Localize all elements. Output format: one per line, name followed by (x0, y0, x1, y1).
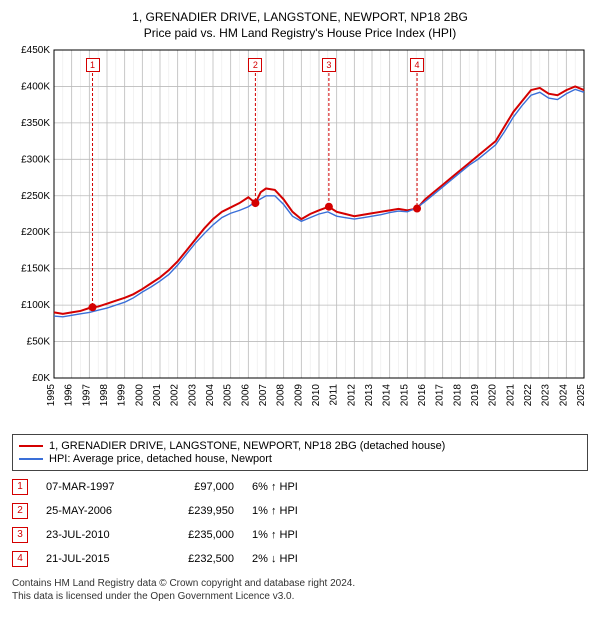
svg-text:2014: 2014 (382, 384, 393, 407)
transaction-date: 25-MAY-2006 (46, 505, 146, 517)
svg-text:2009: 2009 (293, 384, 304, 407)
legend-swatch (19, 445, 43, 447)
svg-text:2023: 2023 (541, 384, 552, 407)
svg-text:2007: 2007 (258, 384, 269, 407)
svg-text:2020: 2020 (488, 384, 499, 407)
transaction-price: £97,000 (164, 481, 234, 493)
transaction-price: £239,950 (164, 505, 234, 517)
title-line-2: Price paid vs. HM Land Registry's House … (8, 26, 592, 40)
transaction-price: £232,500 (164, 553, 234, 565)
legend-swatch (19, 458, 43, 460)
svg-text:1999: 1999 (117, 384, 128, 407)
svg-text:1996: 1996 (64, 384, 75, 407)
svg-text:£50K: £50K (27, 337, 51, 348)
svg-text:£150K: £150K (21, 264, 50, 275)
sale-marker-3: 3 (322, 58, 336, 72)
svg-text:£450K: £450K (21, 46, 50, 56)
legend-label: 1, GRENADIER DRIVE, LANGSTONE, NEWPORT, … (49, 440, 445, 452)
sale-marker-2: 2 (248, 58, 262, 72)
transaction-delta: 1% ↑ HPI (252, 529, 332, 541)
transaction-marker-number: 3 (12, 527, 28, 543)
svg-text:2002: 2002 (170, 384, 181, 407)
svg-text:1997: 1997 (81, 384, 92, 407)
svg-text:2013: 2013 (364, 384, 375, 407)
transaction-date: 21-JUL-2015 (46, 553, 146, 565)
svg-text:2003: 2003 (187, 384, 198, 407)
transaction-marker-number: 4 (12, 551, 28, 567)
transaction-price: £235,000 (164, 529, 234, 541)
transaction-row: 3 23-JUL-2010 £235,000 1% ↑ HPI (12, 525, 588, 545)
transaction-table: 1 07-MAR-1997 £97,000 6% ↑ HPI 2 25-MAY-2006 £… (12, 477, 588, 569)
svg-text:£250K: £250K (21, 191, 50, 202)
svg-text:£0K: £0K (32, 373, 50, 384)
svg-text:1995: 1995 (46, 384, 57, 407)
price-chart: £0K £50K £100K £150K £200K £250K £300K £350K £40… (8, 46, 588, 426)
svg-text:2006: 2006 (240, 384, 251, 407)
sale-marker-4: 4 (410, 58, 424, 72)
svg-text:£200K: £200K (21, 227, 50, 238)
transaction-date: 07-MAR-1997 (46, 481, 146, 493)
svg-text:2019: 2019 (470, 384, 481, 407)
legend: 1, GRENADIER DRIVE, LANGSTONE, NEWPORT, … (12, 434, 588, 471)
footer-line-2: This data is licensed under the Open Gov… (12, 590, 588, 603)
svg-text:2025: 2025 (576, 384, 587, 407)
svg-text:2018: 2018 (452, 384, 463, 407)
svg-text:2008: 2008 (276, 384, 287, 407)
transaction-row: 2 25-MAY-2006 £239,950 1% ↑ HPI (12, 501, 588, 521)
legend-item: HPI: Average price, detached house, Newp… (19, 453, 581, 465)
svg-text:£300K: £300K (21, 154, 50, 165)
footer-attribution: Contains HM Land Registry data © Crown c… (12, 577, 588, 603)
svg-text:2004: 2004 (205, 384, 216, 407)
svg-text:2010: 2010 (311, 384, 322, 407)
svg-text:1998: 1998 (99, 384, 110, 407)
transaction-marker-number: 2 (12, 503, 28, 519)
transaction-delta: 2% ↓ HPI (252, 553, 332, 565)
chart-svg: £0K £50K £100K £150K £200K £250K £300K £350K £40… (8, 46, 588, 426)
svg-text:£100K: £100K (21, 300, 50, 311)
svg-text:2005: 2005 (223, 384, 234, 407)
transaction-marker-number: 1 (12, 479, 28, 495)
svg-text:2024: 2024 (558, 384, 569, 407)
svg-text:2016: 2016 (417, 384, 428, 407)
sale-marker-1: 1 (86, 58, 100, 72)
svg-text:2021: 2021 (505, 384, 516, 407)
svg-text:2022: 2022 (523, 384, 534, 407)
svg-text:2001: 2001 (152, 384, 163, 407)
svg-text:2000: 2000 (134, 384, 145, 407)
svg-text:£350K: £350K (21, 118, 50, 129)
transaction-delta: 6% ↑ HPI (252, 481, 332, 493)
transaction-row: 1 07-MAR-1997 £97,000 6% ↑ HPI (12, 477, 588, 497)
svg-text:2017: 2017 (435, 384, 446, 407)
svg-text:2011: 2011 (329, 384, 340, 406)
transaction-date: 23-JUL-2010 (46, 529, 146, 541)
svg-text:2015: 2015 (399, 384, 410, 407)
transaction-row: 4 21-JUL-2015 £232,500 2% ↓ HPI (12, 549, 588, 569)
legend-item: 1, GRENADIER DRIVE, LANGSTONE, NEWPORT, … (19, 440, 581, 452)
title-line-1: 1, GRENADIER DRIVE, LANGSTONE, NEWPORT, … (8, 10, 592, 24)
svg-text:£400K: £400K (21, 81, 50, 92)
legend-label: HPI: Average price, detached house, Newp… (49, 453, 272, 465)
footer-line-1: Contains HM Land Registry data © Crown c… (12, 577, 588, 590)
transaction-delta: 1% ↑ HPI (252, 505, 332, 517)
svg-text:2012: 2012 (346, 384, 357, 407)
